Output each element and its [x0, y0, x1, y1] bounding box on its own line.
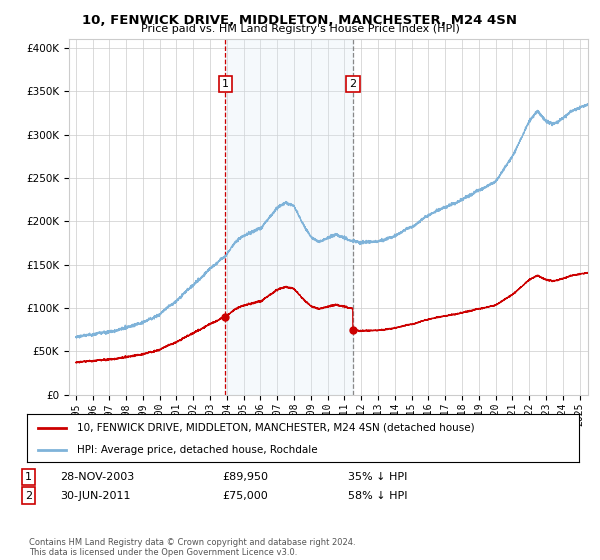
Text: £75,000: £75,000: [222, 491, 268, 501]
Text: 58% ↓ HPI: 58% ↓ HPI: [348, 491, 407, 501]
Text: Price paid vs. HM Land Registry's House Price Index (HPI): Price paid vs. HM Land Registry's House …: [140, 24, 460, 34]
Text: 30-JUN-2011: 30-JUN-2011: [60, 491, 131, 501]
Text: 10, FENWICK DRIVE, MIDDLETON, MANCHESTER, M24 4SN (detached house): 10, FENWICK DRIVE, MIDDLETON, MANCHESTER…: [77, 423, 475, 433]
Text: 35% ↓ HPI: 35% ↓ HPI: [348, 472, 407, 482]
Text: 28-NOV-2003: 28-NOV-2003: [60, 472, 134, 482]
Text: 2: 2: [25, 491, 32, 501]
Text: 2: 2: [349, 80, 356, 89]
Text: 1: 1: [222, 80, 229, 89]
Text: 10, FENWICK DRIVE, MIDDLETON, MANCHESTER, M24 4SN: 10, FENWICK DRIVE, MIDDLETON, MANCHESTER…: [83, 14, 517, 27]
Text: 1: 1: [25, 472, 32, 482]
Text: Contains HM Land Registry data © Crown copyright and database right 2024.
This d: Contains HM Land Registry data © Crown c…: [29, 538, 355, 557]
Bar: [226, 39, 353, 395]
Text: HPI: Average price, detached house, Rochdale: HPI: Average price, detached house, Roch…: [77, 445, 317, 455]
Text: £89,950: £89,950: [222, 472, 268, 482]
